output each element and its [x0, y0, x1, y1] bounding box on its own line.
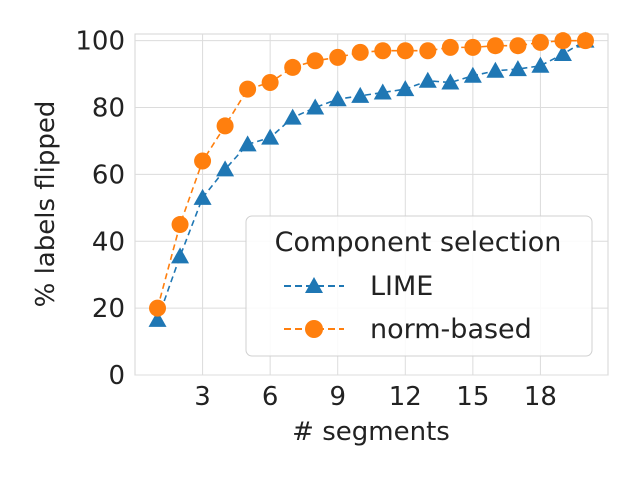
- data-point-norm-based: [351, 43, 369, 61]
- data-point-lime: [216, 160, 235, 177]
- legend-title: Component selection: [275, 227, 562, 258]
- data-point-norm-based: [486, 37, 504, 55]
- legend-label-lime: LIME: [370, 271, 433, 302]
- y-tick-label: 20: [92, 294, 125, 324]
- tick-labels: 0 20 40 60 80 100 3 6 9 12 15 18: [75, 27, 557, 412]
- data-point-norm-based: [464, 38, 482, 56]
- data-point-norm-based: [396, 42, 414, 60]
- x-tick-label: 15: [456, 382, 489, 412]
- data-point-norm-based: [329, 48, 347, 66]
- y-tick-label: 0: [108, 361, 125, 391]
- legend-label-norm-based: norm-based: [370, 314, 532, 345]
- data-point-norm-based: [306, 52, 324, 70]
- data-point-lime: [306, 98, 325, 115]
- data-point-norm-based: [171, 216, 189, 234]
- y-tick-label: 80: [92, 94, 125, 124]
- y-axis-title: % labels flipped: [31, 101, 61, 308]
- data-point-lime: [508, 60, 527, 77]
- x-tick-label: 12: [389, 382, 422, 412]
- y-tick-label: 100: [75, 27, 125, 57]
- data-point-norm-based: [531, 33, 549, 51]
- data-point-lime: [148, 310, 167, 327]
- data-point-lime: [486, 61, 505, 78]
- data-point-lime: [463, 66, 482, 83]
- y-tick-label: 60: [92, 160, 125, 190]
- data-point-norm-based: [194, 152, 212, 170]
- data-point-lime: [553, 45, 572, 62]
- data-point-lime: [328, 90, 347, 107]
- legend: Component selection LIME norm-based: [245, 215, 593, 357]
- legend-box: [245, 215, 593, 357]
- data-point-lime: [351, 86, 370, 103]
- data-point-norm-based: [419, 42, 437, 60]
- data-point-norm-based: [576, 32, 594, 50]
- data-point-lime: [418, 71, 437, 88]
- data-point-norm-based: [261, 73, 279, 91]
- data-point-norm-based: [509, 37, 527, 55]
- x-tick-label: 6: [262, 382, 279, 412]
- data-point-lime: [238, 135, 257, 152]
- data-point-lime: [396, 80, 415, 97]
- data-point-lime: [441, 73, 460, 90]
- data-point-lime: [261, 128, 280, 145]
- data-point-norm-based: [149, 299, 167, 317]
- data-point-lime: [171, 247, 190, 264]
- x-tick-label: 3: [194, 382, 211, 412]
- series-layer: [148, 31, 595, 327]
- legend-marker-norm-based: [305, 320, 323, 338]
- x-tick-label: 18: [524, 382, 557, 412]
- data-point-lime: [373, 83, 392, 100]
- data-point-lime: [193, 188, 212, 205]
- legend-marker-lime: [305, 277, 323, 293]
- data-point-norm-based: [239, 80, 257, 98]
- data-point-norm-based: [216, 117, 234, 135]
- x-axis-title: # segments: [292, 417, 450, 447]
- data-point-norm-based: [441, 38, 459, 56]
- data-point-norm-based: [374, 42, 392, 60]
- data-point-lime: [283, 108, 302, 125]
- data-point-norm-based: [554, 32, 572, 50]
- data-point-lime: [531, 56, 550, 73]
- data-point-norm-based: [284, 58, 302, 76]
- x-tick-label: 9: [329, 382, 346, 412]
- y-tick-label: 40: [92, 227, 125, 257]
